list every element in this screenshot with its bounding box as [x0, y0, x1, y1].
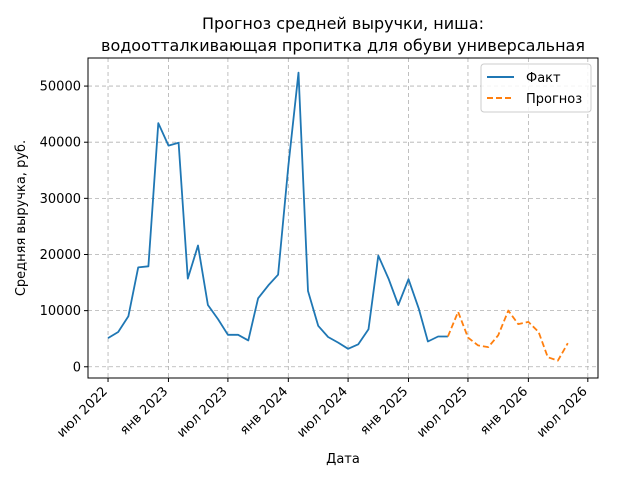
- legend: Факт Прогноз: [480, 63, 592, 113]
- chart-title-line-1: Прогноз средней выручки, ниша:: [202, 14, 484, 33]
- x-tick-label: июл 2022: [54, 384, 111, 441]
- x-tick-label: июл 2023: [174, 384, 231, 441]
- y-tick-label: 30000: [40, 192, 81, 207]
- x-axis-label: Дата: [326, 452, 360, 467]
- legend-forecast-label: Прогноз: [526, 92, 582, 107]
- y-tick-label: 50000: [40, 80, 81, 95]
- y-tick-label: 40000: [40, 136, 81, 151]
- x-tick-label: янв 2023: [117, 384, 171, 438]
- chart-title-line-2: водоотталкивающая пропитка для обуви уни…: [101, 36, 585, 55]
- y-tick-label: 20000: [40, 248, 81, 263]
- x-tick-label: июл 2024: [294, 384, 351, 441]
- series-line-fact: [107, 71, 448, 350]
- y-tick-label: 0: [73, 360, 81, 375]
- series-line-forecast: [447, 309, 569, 362]
- x-tick-label: июл 2025: [414, 384, 471, 441]
- plot-frame: [87, 57, 599, 379]
- x-tick-label: янв 2024: [237, 384, 291, 438]
- legend-fact-label: Факт: [526, 71, 561, 86]
- x-tick-label: янв 2025: [357, 384, 411, 438]
- series-lines: [107, 71, 569, 362]
- x-tick-label: янв 2026: [477, 384, 531, 438]
- y-tick-label: 10000: [40, 304, 81, 319]
- x-tick-label: июл 2026: [534, 384, 591, 441]
- x-axis: июл 2022 янв 2023 июл 2023 янв 2024 июл 2024…: [54, 378, 591, 441]
- y-axis: 0 10000 20000 30000 40000 50000: [40, 80, 88, 375]
- y-axis-label: Средняя выручка, руб.: [14, 140, 29, 296]
- grid: [88, 58, 598, 378]
